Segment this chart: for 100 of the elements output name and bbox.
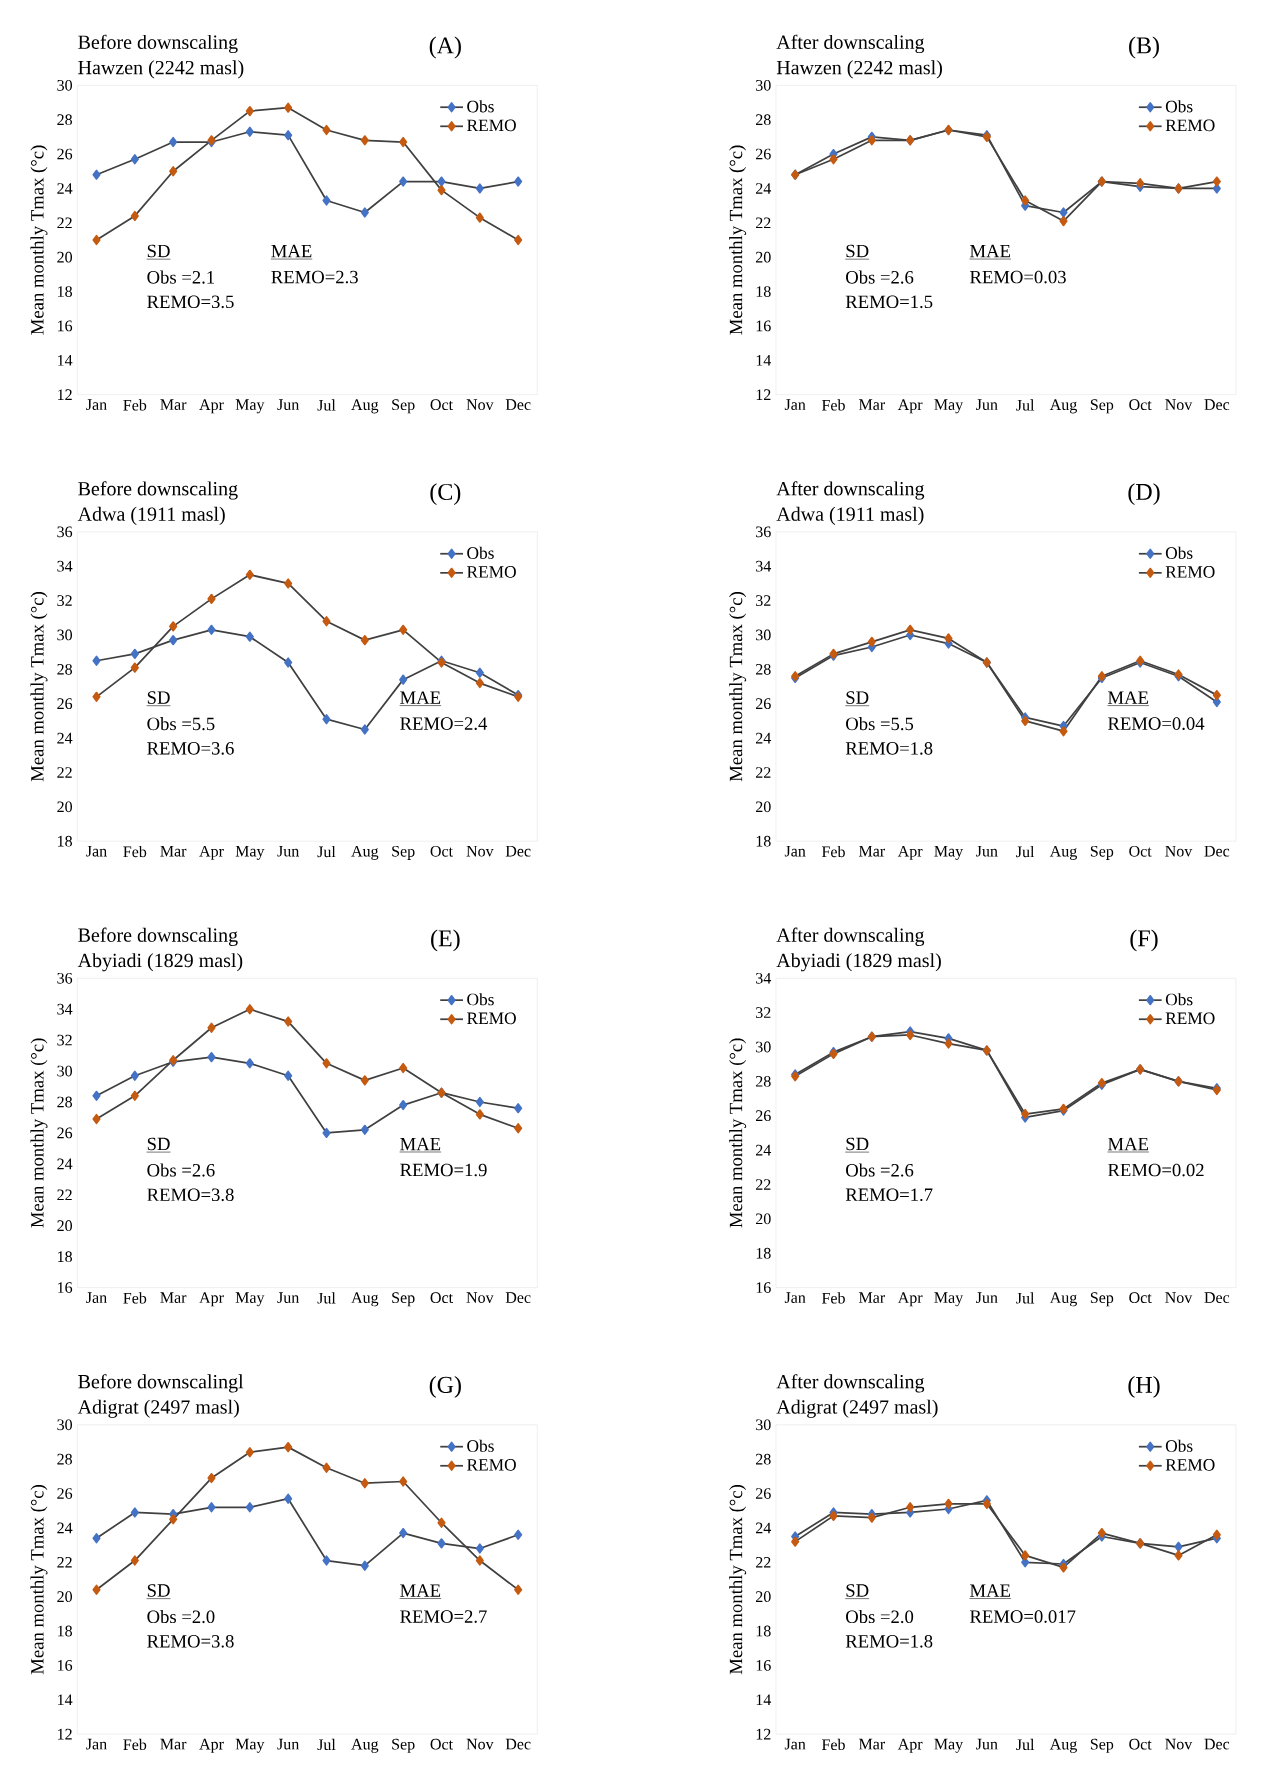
y-tick-label: 22 bbox=[756, 767, 771, 778]
annotation: MAE bbox=[271, 244, 312, 258]
y-tick-label: 32 bbox=[756, 1007, 771, 1018]
annotation: Obs =2.1 bbox=[147, 270, 215, 284]
x-tick-label: Aug bbox=[351, 399, 379, 414]
chart-title: After downscaling bbox=[776, 927, 925, 946]
y-tick-label: 20 bbox=[756, 251, 771, 263]
x-tick-label: Nov bbox=[466, 1738, 494, 1750]
y-tick-label: 34 bbox=[756, 560, 772, 572]
annotation: REMO=3.6 bbox=[147, 742, 234, 755]
x-tick-label: May bbox=[934, 1738, 964, 1753]
x-tick-label: Aug bbox=[1049, 399, 1077, 414]
y-tick-label: 16 bbox=[58, 320, 73, 332]
y-axis-title: Mean monthly Tmax (°c) bbox=[729, 1038, 747, 1228]
y-tick-label: 30 bbox=[756, 79, 771, 91]
legend-label: REMO bbox=[467, 566, 516, 578]
x-tick-label: Apr bbox=[199, 845, 224, 860]
annotation: REMO=0.04 bbox=[1108, 717, 1205, 730]
x-tick-label: Sep bbox=[1090, 845, 1114, 860]
x-tick-label: Aug bbox=[1049, 1292, 1077, 1307]
legend-label: Obs bbox=[467, 993, 494, 1006]
x-tick-label: Jan bbox=[784, 399, 806, 410]
y-tick-label: 30 bbox=[57, 1419, 72, 1431]
text: (A) bbox=[429, 36, 461, 59]
x-tick-label: Mar bbox=[858, 1292, 886, 1303]
annotation: MAE bbox=[970, 1584, 1011, 1597]
y-tick-label: 24 bbox=[57, 1522, 73, 1534]
annotation: REMO=0.02 bbox=[1108, 1163, 1204, 1177]
y-tick-label: 14 bbox=[58, 355, 73, 366]
legend-label: REMO bbox=[467, 119, 516, 132]
y-tick-label: 22 bbox=[57, 217, 72, 229]
annotation: SD bbox=[147, 691, 170, 704]
y-tick-label: 28 bbox=[756, 114, 771, 126]
y-tick-label: 32 bbox=[57, 1034, 72, 1046]
annotation: MAE bbox=[1108, 691, 1149, 704]
x-tick-label: Dec bbox=[1204, 1292, 1230, 1303]
y-tick-label: 36 bbox=[57, 526, 73, 538]
legend-label: Obs bbox=[467, 546, 494, 559]
legend-label: Obs bbox=[467, 1439, 494, 1452]
x-tick-label: Oct bbox=[430, 399, 453, 411]
chart-subtitle: Hawzen (2242 masl) bbox=[776, 60, 942, 79]
x-tick-label: Dec bbox=[505, 1292, 531, 1303]
x-tick-label: Feb bbox=[123, 1292, 147, 1304]
y-tick-label: 20 bbox=[756, 801, 771, 813]
y-tick-label: 26 bbox=[756, 698, 771, 710]
x-tick-label: Dec bbox=[1204, 845, 1230, 857]
annotation: MAE bbox=[400, 1584, 441, 1597]
chart-subtitle: Adwa (1911 masl) bbox=[77, 506, 225, 525]
x-tick-label: Nov bbox=[1165, 1738, 1193, 1750]
y-tick-label: 36 bbox=[756, 526, 771, 538]
legend-label: Obs bbox=[1165, 993, 1193, 1006]
x-tick-label: Jun bbox=[976, 1292, 998, 1303]
x-tick-label: Jul bbox=[1016, 845, 1035, 858]
x-tick-label: Feb bbox=[821, 1738, 845, 1751]
x-tick-label: Jul bbox=[1016, 1738, 1035, 1751]
x-tick-label: Mar bbox=[858, 1738, 886, 1750]
annotation: SD bbox=[846, 691, 869, 704]
y-tick-label: 30 bbox=[57, 79, 72, 91]
x-tick-label: Dec bbox=[505, 399, 531, 410]
y-tick-label: 18 bbox=[58, 835, 72, 847]
y-tick-label: 16 bbox=[756, 1660, 771, 1671]
y-tick-label: 28 bbox=[756, 1453, 771, 1465]
y-tick-label: 28 bbox=[756, 663, 771, 675]
x-tick-label: Jul bbox=[317, 399, 336, 411]
x-tick-label: Jul bbox=[1016, 1292, 1035, 1304]
x-tick-label: Nov bbox=[466, 845, 494, 857]
annotation: REMO=2.4 bbox=[400, 717, 488, 730]
y-tick-label: 18 bbox=[58, 286, 72, 297]
y-tick-label: 14 bbox=[756, 355, 772, 366]
legend-label: Obs bbox=[467, 100, 494, 113]
x-tick-label: Jan bbox=[784, 1738, 806, 1750]
y-tick-label: 14 bbox=[756, 1694, 772, 1706]
y-tick-label: 20 bbox=[57, 801, 72, 813]
y-tick-label: 28 bbox=[57, 114, 72, 126]
x-tick-label: Jun bbox=[277, 1738, 300, 1750]
annotation: REMO=2.7 bbox=[400, 1610, 487, 1623]
y-tick-label: 22 bbox=[756, 1556, 771, 1568]
y-tick-label: 16 bbox=[756, 1282, 771, 1293]
x-tick-label: Feb bbox=[123, 1738, 147, 1751]
x-tick-label: Oct bbox=[430, 1292, 453, 1304]
x-tick-label: Dec bbox=[1204, 1738, 1230, 1750]
x-tick-label: Jan bbox=[86, 1292, 107, 1303]
x-tick-label: Apr bbox=[897, 1738, 923, 1753]
x-tick-label: Sep bbox=[392, 845, 415, 860]
y-tick-label: 28 bbox=[756, 1075, 771, 1087]
chart-title: After downscaling bbox=[776, 1374, 925, 1393]
x-tick-label: Jul bbox=[317, 1292, 336, 1304]
x-tick-label: Feb bbox=[123, 845, 147, 858]
x-tick-label: Oct bbox=[1129, 845, 1152, 857]
annotation: SD bbox=[147, 1137, 170, 1151]
y-tick-label: 26 bbox=[756, 148, 771, 160]
x-tick-label: Jul bbox=[317, 845, 336, 858]
y-tick-label: 24 bbox=[57, 183, 73, 194]
x-tick-label: Sep bbox=[392, 399, 415, 414]
x-tick-label: Nov bbox=[1165, 1292, 1193, 1303]
legend-label: REMO bbox=[467, 1012, 516, 1025]
x-tick-label: Dec bbox=[505, 845, 531, 857]
chart-title: Before downscaling bbox=[78, 481, 238, 500]
x-tick-label: May bbox=[235, 1292, 265, 1307]
legend-label: REMO bbox=[1165, 566, 1215, 578]
